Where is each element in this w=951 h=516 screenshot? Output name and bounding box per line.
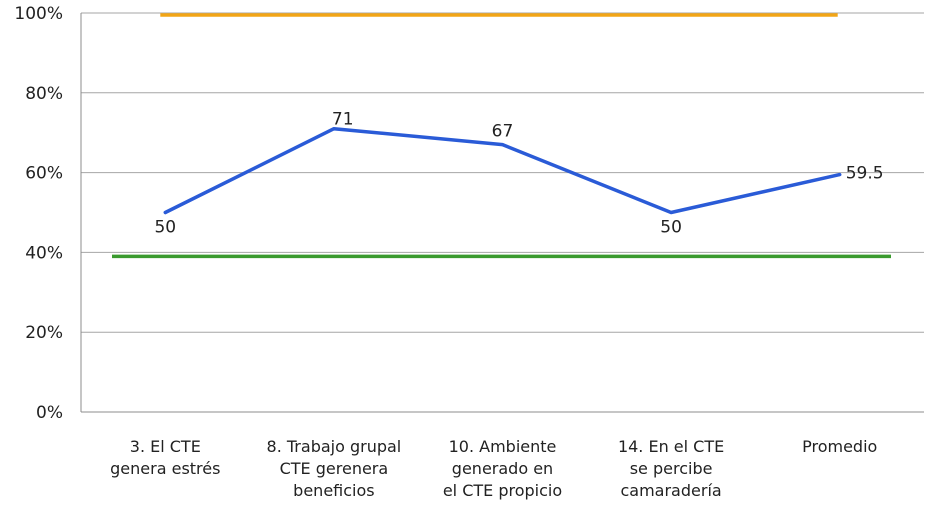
y-tick-label: 40% (25, 243, 63, 263)
y-tick-label: 100% (14, 4, 63, 24)
labels: 0% 20% 40% 60% 80% 100% 50 71 67 50 59.5 3. El CTE g… (14, 4, 883, 500)
x-tick-label: 3. El CTE genera estrés (110, 437, 220, 478)
y-tick-label: 0% (36, 403, 63, 423)
data-label: 67 (492, 122, 514, 142)
axes (80, 13, 924, 413)
reference-lines (112, 13, 891, 259)
data-point (332, 127, 336, 131)
data-point (838, 173, 842, 177)
data-point (163, 211, 167, 214)
x-tick-label: 8. Trabajo grupal CTE gerenera beneficios (267, 437, 402, 500)
x-tick-label: 14. En el CTE se percibe camaradería (618, 437, 724, 500)
y-tick-label: 20% (25, 323, 63, 343)
gridlines (81, 12, 924, 333)
data-label: 50 (154, 218, 176, 238)
y-tick-label: 60% (25, 164, 63, 184)
series (163, 126, 842, 215)
data-point (501, 143, 504, 147)
data-label: 50 (660, 218, 682, 238)
data-label: 71 (332, 110, 354, 130)
x-tick-label: Promedio (802, 437, 877, 456)
data-label: 59.5 (846, 164, 884, 184)
y-tick-label: 80% (25, 84, 63, 104)
data-point (669, 211, 673, 214)
x-tick-label: 10. Ambiente generado en el CTE propicio (443, 437, 562, 500)
